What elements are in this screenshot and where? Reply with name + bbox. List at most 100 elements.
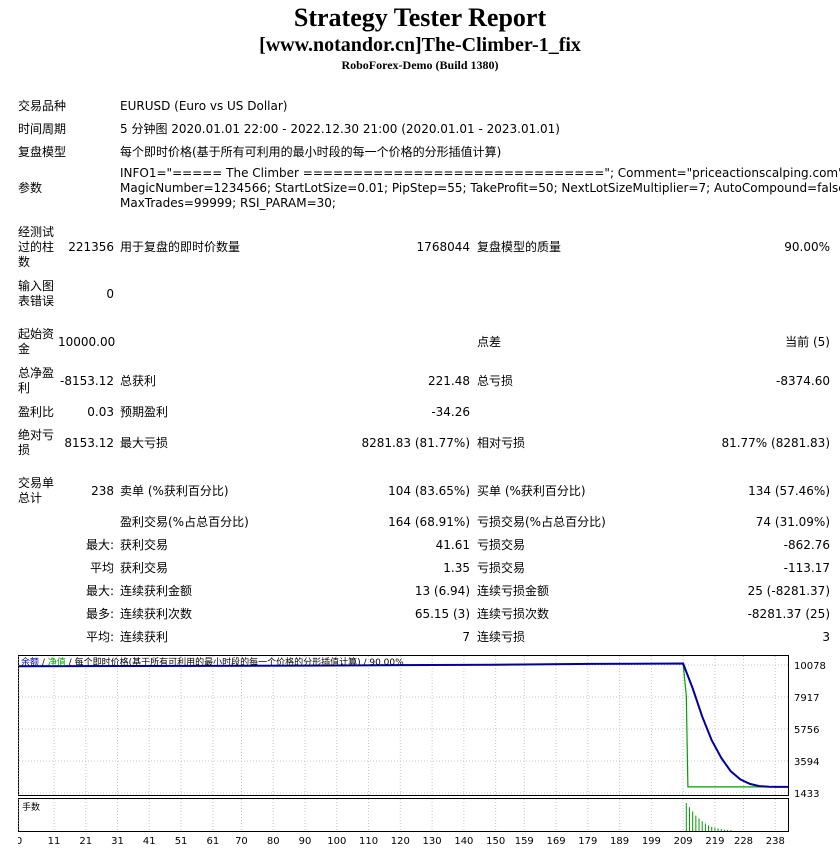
y-tick-label: 1433 xyxy=(794,789,819,800)
profit-trades-value: 164 (68.91%) xyxy=(388,515,470,529)
avg-cons-loss-label: 连续亏损 xyxy=(477,630,526,644)
lots-plot-frame xyxy=(18,798,789,832)
expert-name: [www.notandor.cn]The-Climber-1_fix xyxy=(259,34,581,56)
loss-trades-label: 亏损交易(%占总百分比) xyxy=(477,515,606,529)
largest-loss-value: -862.76 xyxy=(783,538,830,552)
report-header: Strategy Tester Report [www.notandor.cn]… xyxy=(0,0,840,73)
lots-bars xyxy=(685,803,732,831)
avg-profit-value: 1.35 xyxy=(443,561,470,575)
params-line-2: MagicNumber=1234566; StartLotSize=0.01; … xyxy=(120,181,840,195)
legend-quality: 90.00% xyxy=(369,658,404,668)
avg-cons-loss-value: 3 xyxy=(822,630,830,644)
balance-chart: 10078 7917 5756 3594 1433 0 11 21 31 41 51 61 70 80 9… xyxy=(18,655,826,847)
gross-profit-label: 总获利 xyxy=(120,374,157,388)
x-tick-label: 140 xyxy=(454,836,473,847)
symbol-value: EURUSD (Euro vs US Dollar) xyxy=(120,99,288,113)
max-drawdown-label: 最大亏损 xyxy=(120,436,169,450)
gross-loss-value: -8374.60 xyxy=(776,374,830,388)
avg-loss-value: -113.17 xyxy=(783,561,830,575)
max-consecutive-prefix: 最大: xyxy=(85,584,114,598)
cons-loss-amount-label: 连续亏损金额 xyxy=(477,584,550,598)
loss-trades-value: 74 (31.09%) xyxy=(755,515,830,529)
average-prefix: 平均 xyxy=(89,561,114,575)
most-prefix: 最多: xyxy=(85,607,114,621)
x-tick-label: 209 xyxy=(674,836,693,847)
x-tick-label: 21 xyxy=(79,836,92,847)
legend-model: 每个即时价格(基于所有可利用的最小时段的每一个价格的分形插值计算) xyxy=(75,656,361,668)
x-tick-label: 100 xyxy=(327,836,346,847)
abs-drawdown-label: 绝对亏损 xyxy=(18,428,55,457)
largest-profit-value: 41.61 xyxy=(435,538,470,552)
avg-profit-label: 获利交易 xyxy=(120,561,169,575)
average-consecutive-prefix: 平均: xyxy=(85,630,114,644)
x-tick-label: 120 xyxy=(391,836,410,847)
chart-series xyxy=(18,662,788,788)
chart-legend: 余额 / 净值 / 每个即时价格(基于所有可利用的最小时段的每一个价格的分形插值… xyxy=(21,656,404,668)
errors-label: 输入图表错误 xyxy=(18,279,55,308)
y-tick-label: 7917 xyxy=(794,693,819,704)
total-trades-value: 238 xyxy=(91,484,114,498)
x-tick-label: 228 xyxy=(734,836,753,847)
long-positions-label: 买单 (%获利百分比) xyxy=(477,484,586,498)
y-tick-label: 10078 xyxy=(794,661,826,672)
spread-label: 点差 xyxy=(477,335,502,349)
main-plot-frame xyxy=(18,655,789,796)
legend-equity: 净值 xyxy=(48,656,66,668)
x-tick-label: 110 xyxy=(359,836,378,847)
spread-value: 当前 (5) xyxy=(785,335,830,349)
rel-drawdown-value: 81.77% (8281.83) xyxy=(721,436,830,450)
x-tick-label: 238 xyxy=(766,836,785,847)
legend-balance: 余额 xyxy=(21,656,39,668)
short-positions-value: 104 (83.65%) xyxy=(388,484,470,498)
ticks-label: 用于复盘的即时价数量 xyxy=(120,240,241,254)
x-tick-label: 80 xyxy=(267,836,280,847)
period-value: 5 分钟图 2020.01.01 22:00 - 2022.12.30 21:0… xyxy=(120,122,560,136)
y-axis: 10078 7917 5756 3594 1433 xyxy=(794,661,826,800)
bars-label: 经测试过的柱数 xyxy=(18,225,55,269)
gross-loss-label: 总亏损 xyxy=(477,374,514,388)
x-tick-label: 189 xyxy=(610,836,629,847)
x-tick-label: 179 xyxy=(578,836,597,847)
x-tick-label: 219 xyxy=(705,836,724,847)
cons-loss-count-label: 连续亏损次数 xyxy=(477,607,550,621)
x-axis: 0 11 21 31 41 51 61 70 80 90 100 110 120 130 140 150 159… xyxy=(18,836,785,847)
quality-label: 复盘模型的质量 xyxy=(477,240,562,254)
chart-grid xyxy=(18,656,788,831)
long-positions-value: 134 (57.46%) xyxy=(748,484,830,498)
x-tick-label: 0 xyxy=(18,836,22,847)
x-tick-label: 31 xyxy=(111,836,124,847)
x-tick-label: 70 xyxy=(235,836,248,847)
x-tick-label: 90 xyxy=(299,836,312,847)
cons-loss-amount-value: 25 (-8281.37) xyxy=(747,584,830,598)
profit-trades-label: 盈利交易(%占总百分比) xyxy=(120,515,249,529)
abs-drawdown-value: 8153.12 xyxy=(64,436,114,450)
avg-cons-wins-label: 连续获利 xyxy=(120,630,169,644)
x-tick-label: 150 xyxy=(486,836,505,847)
profit-factor-label: 盈利比 xyxy=(18,405,55,419)
total-trades-label: 交易单总计 xyxy=(18,476,55,505)
model-value: 每个即时价格(基于所有可利用的最小时段的每一个价格的分形插值计算) xyxy=(120,145,502,159)
period-label: 时间周期 xyxy=(18,122,67,136)
legend-separator: / xyxy=(66,658,75,668)
symbol-label: 交易品种 xyxy=(18,99,67,113)
cons-loss-count-value: -8281.37 (25) xyxy=(747,607,830,621)
y-tick-label: 5756 xyxy=(794,725,819,736)
params-line-3: MaxTrades=99999; RSI_PARAM=30; xyxy=(120,196,336,210)
deposit-label: 起始资金 xyxy=(18,327,55,356)
server-build: RoboForex-Demo (Build 1380) xyxy=(341,58,499,72)
expected-payoff-label: 预期盈利 xyxy=(120,405,169,419)
page-title: Strategy Tester Report xyxy=(293,3,547,32)
x-tick-label: 41 xyxy=(143,836,156,847)
cons-wins-count-label: 连续获利次数 xyxy=(120,607,193,621)
largest-profit-label: 获利交易 xyxy=(120,538,169,552)
x-tick-label: 61 xyxy=(206,836,219,847)
y-tick-label: 3594 xyxy=(794,757,819,768)
model-label: 复盘模型 xyxy=(18,145,67,159)
largest-loss-label: 亏损交易 xyxy=(477,538,526,552)
largest-prefix: 最大: xyxy=(85,538,114,552)
ticks-value: 1768044 xyxy=(416,240,470,254)
short-positions-label: 卖单 (%获利百分比) xyxy=(120,484,229,498)
x-tick-label: 51 xyxy=(175,836,188,847)
bars-value: 221356 xyxy=(68,240,114,254)
legend-separator: / xyxy=(361,658,370,668)
